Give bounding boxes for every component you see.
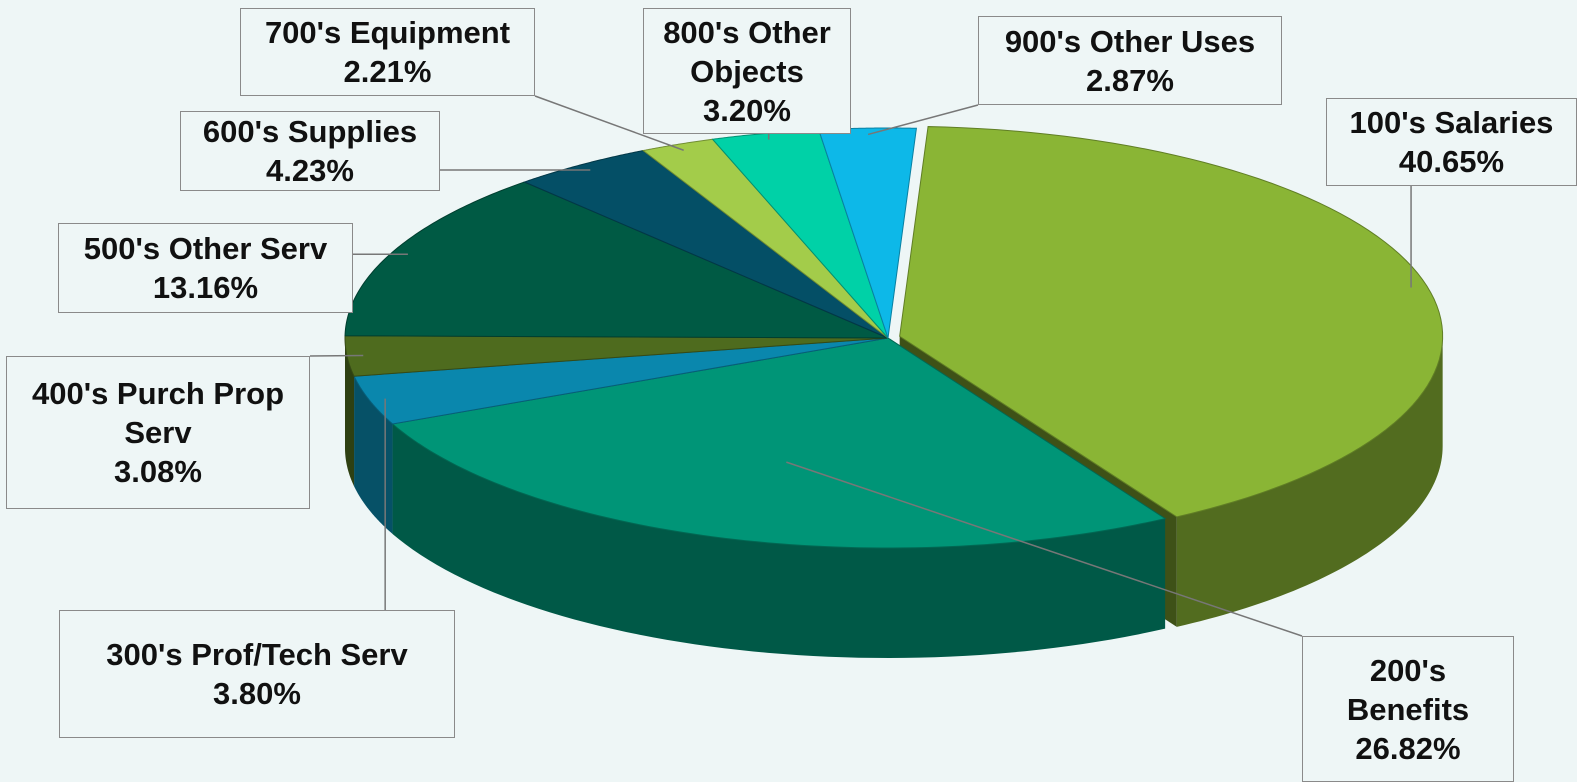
- slice-side: [1176, 336, 1443, 627]
- data-label: 100's Salaries 40.65%: [1326, 98, 1577, 186]
- data-label: 800's Other Objects 3.20%: [643, 8, 851, 134]
- label-value: 2.87%: [1086, 62, 1174, 98]
- leader-lines: [309, 95, 1412, 637]
- label-name: 400's Purch Prop Serv: [31, 376, 285, 450]
- slice: [641, 138, 889, 339]
- data-label: 600's Supplies 4.23%: [180, 111, 440, 191]
- label-value: 3.08%: [114, 454, 202, 489]
- label-name: 600's Supplies: [202, 114, 418, 149]
- label-value: 3.20%: [703, 92, 791, 128]
- label-name: 900's Other Uses: [1004, 23, 1256, 59]
- slice-side: [345, 338, 355, 487]
- leader-line: [786, 461, 1303, 637]
- slice: [523, 150, 889, 339]
- data-label: 500's Other Serv 13.16%: [58, 223, 353, 313]
- label-value: 3.80%: [213, 676, 301, 711]
- slice: [899, 126, 1444, 518]
- data-label: 700's Equipment 2.21%: [240, 8, 535, 96]
- slice-tops: [344, 126, 1444, 549]
- label-name: 500's Other Serv: [83, 231, 328, 266]
- data-label: 300's Prof/Tech Serv 3.80%: [59, 610, 455, 738]
- label-name: 800's Other Objects: [663, 14, 831, 89]
- leader-line: [867, 104, 979, 136]
- label-name: 200's Benefits: [1346, 652, 1470, 727]
- label-name: 300's Prof/Tech Serv: [106, 637, 408, 672]
- data-label: 900's Other Uses 2.87%: [978, 16, 1282, 105]
- label-value: 2.21%: [343, 54, 432, 89]
- data-label: 400's Purch Prop Serv 3.08%: [6, 356, 310, 509]
- data-label: 200's Benefits 26.82%: [1302, 636, 1514, 782]
- label-value: 26.82%: [1355, 730, 1461, 766]
- label-value: 40.65%: [1398, 144, 1505, 179]
- label-value: 13.16%: [152, 270, 259, 305]
- slice-side: [392, 423, 1166, 658]
- label-name: 100's Salaries: [1349, 105, 1554, 140]
- label-name: 700's Equipment: [264, 15, 511, 50]
- label-value: 4.23%: [266, 153, 354, 188]
- leader-line: [534, 95, 684, 151]
